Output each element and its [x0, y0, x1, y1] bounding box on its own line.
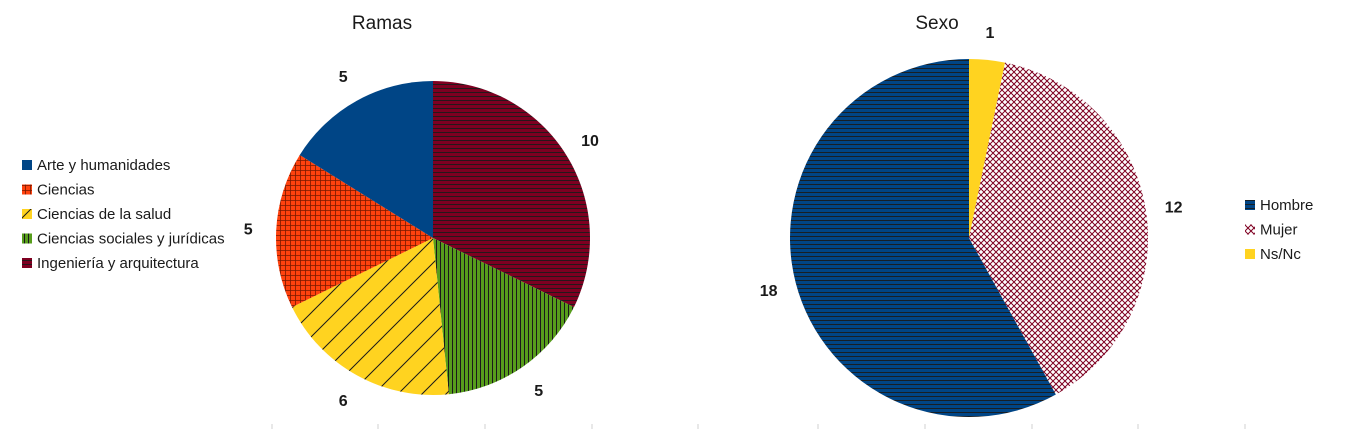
legend-swatch-arte-y-humanidades	[22, 160, 32, 170]
data-label-ciencias: 5	[244, 222, 253, 239]
data-label-mujer: 12	[1165, 200, 1183, 217]
data-label-arte-y-humanidades: 5	[339, 69, 348, 86]
legend-sexo: Hombre Mujer Ns/Nc	[1245, 197, 1313, 263]
pie-chart-sexo: Sexo 1 12 18 Hombre Mujer Ns/Nc	[760, 13, 1313, 417]
legend-swatch-ingenieria-y-arquitectura	[22, 258, 32, 268]
legend-swatch-hombre	[1245, 200, 1255, 210]
legend-label-ciencias-sociales-y-juridicas: Ciencias sociales y jurídicas	[37, 231, 225, 248]
pie-slice-ingenieria-y-arquitectura	[433, 81, 590, 308]
legend-item-ingenieria-y-arquitectura: Ingeniería y arquitectura	[22, 255, 199, 272]
legend-label-ciencias: Ciencias	[37, 182, 95, 199]
legend-label-mujer: Mujer	[1260, 222, 1298, 239]
bottom-tick-marks	[271, 424, 1246, 429]
pie-slice-mujer	[969, 62, 1148, 395]
legend-label-ingenieria-y-arquitectura: Ingeniería y arquitectura	[37, 255, 199, 272]
legend-item-ciencias: Ciencias	[22, 182, 95, 199]
data-label-ns-nc: 1	[985, 25, 994, 42]
legend-label-ciencias-de-la-salud: Ciencias de la salud	[37, 206, 171, 223]
legend-swatch-ns-nc	[1245, 249, 1255, 259]
legend-label-arte-y-humanidades: Arte y humanidades	[37, 157, 170, 174]
pie-slice-ciencias-sociales-y-juridicas	[433, 238, 574, 395]
legend-label-hombre: Hombre	[1260, 197, 1313, 214]
legend-ramas: Arte y humanidades Ciencias Ciencias de la…	[22, 157, 225, 272]
pie-slice-arte-y-humanidades	[299, 81, 433, 238]
legend-swatch-ciencias-de-la-salud	[22, 209, 32, 219]
pie-slice-ciencias	[276, 154, 433, 308]
legend-item-ciencias-sociales-y-juridicas: Ciencias sociales y jurídicas	[22, 231, 225, 248]
legend-label-ns-nc: Ns/Nc	[1260, 246, 1301, 263]
data-label-ciencias-sociales-y-juridicas: 5	[534, 383, 543, 400]
legend-swatch-mujer	[1245, 224, 1255, 235]
data-label-ingenieria-y-arquitectura: 10	[581, 133, 599, 150]
legend-item-hombre: Hombre	[1245, 197, 1313, 214]
pie-slice-ns-nc	[969, 59, 1006, 238]
legend-swatch-ciencias	[22, 184, 32, 195]
chart-title-ramas: Ramas	[352, 13, 412, 34]
legend-item-ns-nc: Ns/Nc	[1245, 246, 1301, 263]
legend-item-mujer: Mujer	[1245, 222, 1298, 239]
pie-slice-hombre	[789, 59, 1056, 417]
data-label-ciencias-de-la-salud: 6	[339, 393, 348, 410]
chart-title-sexo: Sexo	[915, 13, 958, 34]
legend-item-ciencias-de-la-salud: Ciencias de la salud	[22, 206, 171, 223]
data-label-hombre: 18	[760, 283, 778, 300]
legend-swatch-ciencias-sociales-y-juridicas	[22, 233, 32, 244]
legend-item-arte-y-humanidades: Arte y humanidades	[22, 157, 170, 174]
pie-slice-ciencias-de-la-salud	[292, 238, 449, 395]
pie-chart-ramas: Ramas 10 5 6 5 5 Arte y humanidades Ciencias C…	[22, 13, 599, 410]
